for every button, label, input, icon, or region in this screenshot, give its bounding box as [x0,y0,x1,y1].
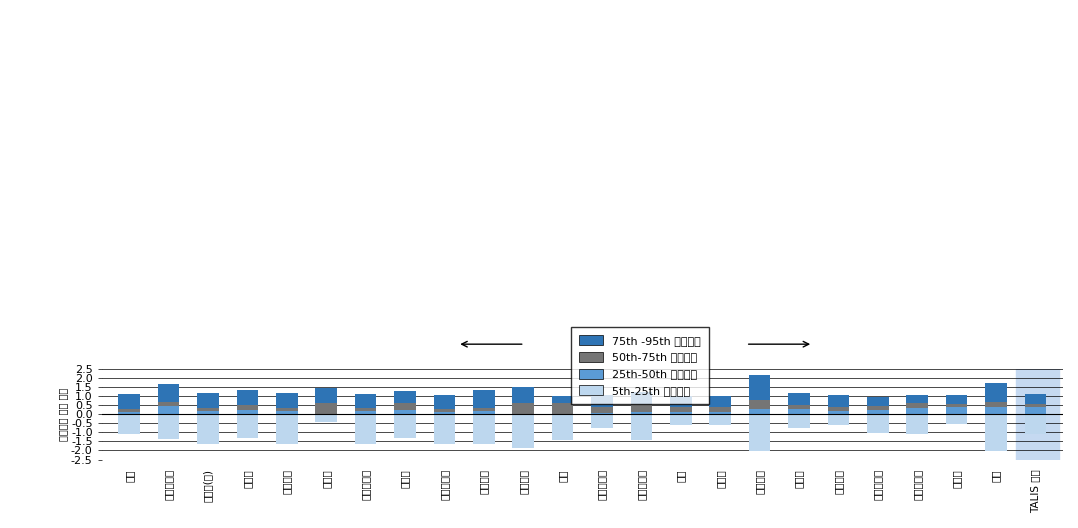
Bar [828,411,849,414]
Bar [671,396,692,407]
Bar [1024,403,1047,407]
Bar [236,414,259,438]
Bar [236,405,259,410]
Bar [236,410,259,414]
Bar [355,414,376,444]
Bar [828,407,849,411]
Bar [985,407,1007,414]
Legend: 75th -95th 백분위수, 50th-75th 백분위수, 25th-50th 백분위수, 5th-25th 백분위수: 75th -95th 백분위수, 50th-75th 백분위수, 25th-50… [571,327,709,404]
Bar [709,414,731,425]
Bar [355,411,376,414]
Bar [473,391,495,408]
Bar [512,387,534,403]
Bar [631,412,652,414]
Bar [945,395,967,403]
Bar [828,395,849,407]
Bar [236,390,259,405]
Bar [552,414,573,439]
Bar [395,403,416,410]
Bar [749,409,771,414]
Bar [709,412,731,414]
Y-axis label: 표준화된 요인 점수: 표준화된 요인 점수 [58,388,68,441]
Bar [907,395,928,403]
Bar [867,414,888,433]
Bar [1024,414,1047,434]
Bar [395,414,416,438]
Bar [316,403,337,414]
Bar [512,414,534,448]
Bar [473,408,495,411]
Bar [671,412,692,414]
Bar [552,396,573,403]
Bar [157,384,180,402]
Bar [749,414,771,451]
Bar [945,407,967,414]
Bar [473,414,495,444]
Bar [119,414,140,434]
Bar [197,411,219,414]
Bar [119,394,140,409]
Bar [355,394,376,408]
Bar [828,414,849,425]
Bar [671,407,692,412]
Bar [671,414,692,425]
Bar [867,410,888,414]
Bar [157,414,180,439]
Bar [591,395,613,407]
Bar [316,388,337,403]
Bar [473,411,495,414]
Bar [197,393,219,408]
Bar [907,403,928,408]
Bar [512,403,534,414]
Bar [197,414,219,444]
Bar [119,412,140,414]
Bar [552,403,573,414]
Bar [395,391,416,403]
Bar [591,413,613,414]
Bar [709,396,731,407]
Bar [1024,407,1047,414]
Bar [433,409,455,412]
Bar [276,411,298,414]
Bar [433,412,455,414]
Bar [591,414,613,428]
Bar [867,406,888,410]
Bar [749,375,771,400]
Bar [433,414,455,444]
Bar [631,414,652,439]
Bar [157,402,180,406]
Bar [788,409,810,414]
Bar [157,406,180,414]
Bar [788,393,810,405]
Bar [1015,369,1059,459]
Bar [1024,393,1047,403]
Bar [788,414,810,428]
Bar [945,403,967,407]
Bar [985,383,1007,402]
Bar [867,397,888,406]
Bar [749,400,771,409]
Bar [945,414,967,423]
Bar [276,408,298,411]
Bar [355,408,376,411]
Bar [985,402,1007,407]
Bar [591,407,613,413]
Bar [788,405,810,409]
Bar [631,392,652,404]
Bar [631,404,652,412]
Bar [907,414,928,434]
Bar [316,414,337,422]
Bar [985,414,1007,451]
Bar [197,408,219,411]
Bar [433,395,455,409]
Bar [907,408,928,414]
Bar [709,407,731,412]
Bar [276,414,298,444]
Bar [395,410,416,414]
Bar [119,409,140,412]
Bar [276,393,298,408]
